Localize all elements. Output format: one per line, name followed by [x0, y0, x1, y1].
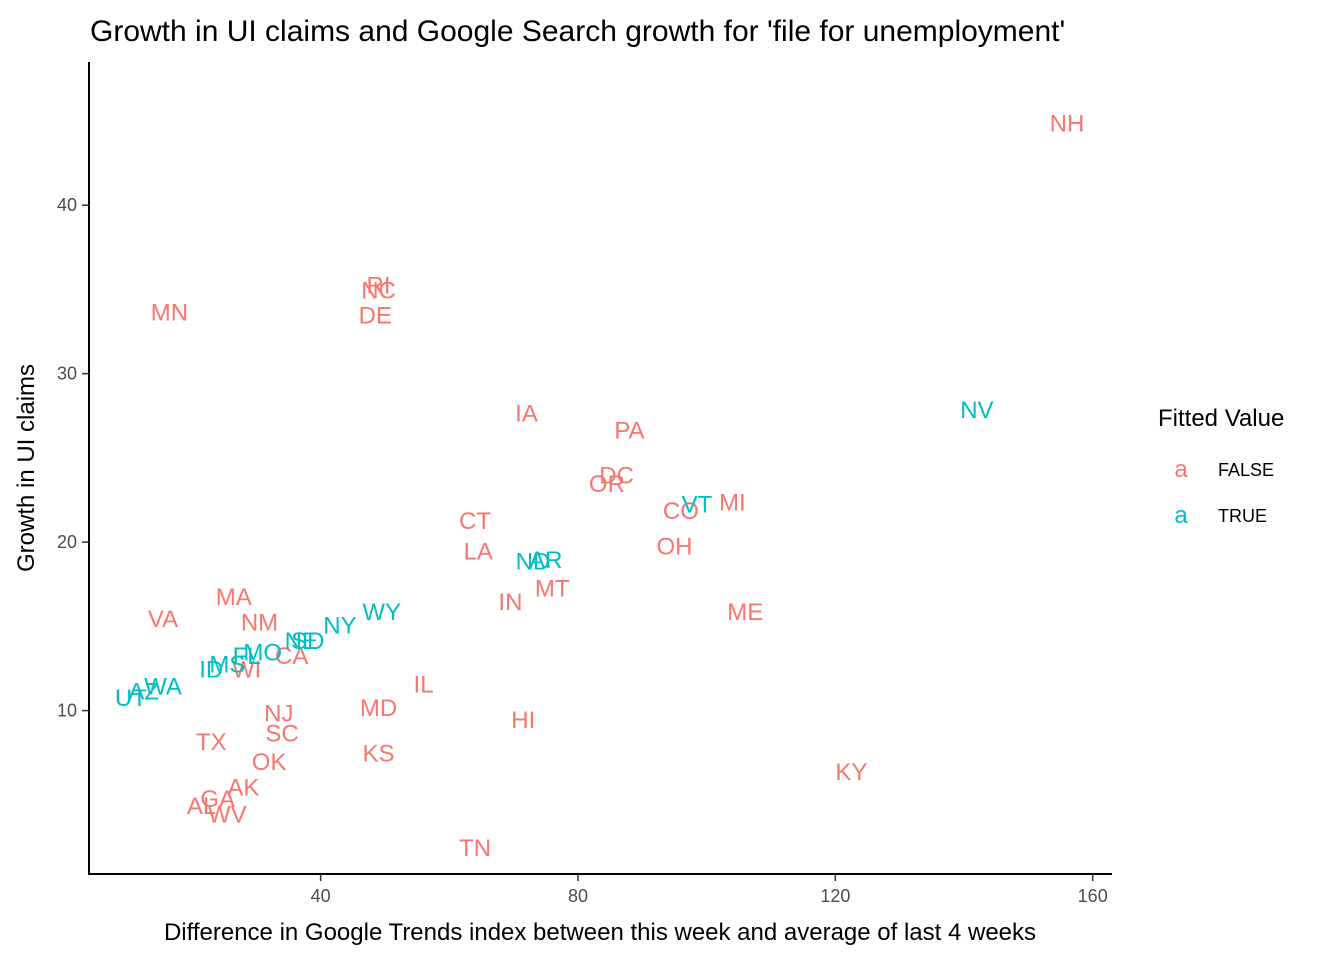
point-label-ca: CA — [275, 643, 308, 670]
point-label-ky: KY — [835, 759, 867, 786]
point-label-la: LA — [464, 539, 493, 566]
x-tick-label: 40 — [311, 886, 331, 906]
point-label-ma: MA — [216, 584, 252, 611]
y-tick-label: 40 — [57, 195, 77, 215]
point-label-md: MD — [360, 695, 397, 722]
point-label-al: AL — [187, 793, 216, 820]
point-label-mt: MT — [535, 576, 570, 603]
point-label-fl: FL — [233, 643, 261, 670]
legend-key-false: a — [1174, 456, 1188, 483]
point-label-ri: RI — [367, 272, 391, 299]
point-label-ak: AK — [227, 774, 259, 801]
point-label-tn: TN — [459, 835, 491, 862]
x-tick-label: 120 — [820, 886, 850, 906]
point-label-wa: WA — [144, 673, 182, 700]
x-axis-ticks: 40 80 120 160 — [311, 874, 1108, 906]
point-label-ok: OK — [252, 749, 287, 776]
point-label-nh: NH — [1050, 111, 1085, 138]
point-label-wy: WY — [362, 599, 401, 626]
point-label-co: CO — [663, 498, 699, 525]
legend-title: Fitted Value — [1158, 405, 1284, 432]
point-label-az: AZ — [128, 678, 159, 705]
y-tick-label: 10 — [57, 701, 77, 721]
point-label-va: VA — [148, 606, 178, 633]
point-label-id: ID — [199, 656, 223, 683]
y-axis-title: Growth in UI claims — [13, 364, 40, 572]
point-label-mi: MI — [719, 490, 746, 517]
point-label-me: ME — [727, 599, 763, 626]
point-label-pa: PA — [614, 417, 644, 444]
point-label-nm: NM — [241, 609, 278, 636]
point-label-wi: WI — [232, 656, 261, 683]
point-label-or: OR — [589, 471, 625, 498]
point-label-nd: ND — [516, 549, 551, 576]
legend-label-true: TRUE — [1218, 506, 1267, 526]
legend-key-true: a — [1174, 502, 1188, 529]
point-label-vt: VT — [682, 491, 713, 518]
point-label-nc: NC — [361, 277, 396, 304]
point-label-de: DE — [359, 303, 392, 330]
point-label-nj: NJ — [264, 700, 293, 727]
point-label-il: IL — [414, 672, 434, 699]
point-label-ks: KS — [363, 741, 395, 768]
point-label-ny: NY — [323, 613, 356, 640]
x-axis-title: Difference in Google Trends index betwee… — [164, 919, 1036, 946]
point-label-nv: NV — [960, 397, 993, 424]
point-label-ct: CT — [459, 508, 491, 535]
point-label-sd: SD — [291, 628, 324, 655]
chart-title: Growth in UI claims and Google Search gr… — [90, 15, 1065, 48]
y-axis-ticks: 10 20 30 40 — [57, 195, 89, 721]
point-label-wv: WV — [208, 801, 247, 828]
point-label-in: IN — [498, 589, 522, 616]
legend: Fitted Value a FALSE a TRUE — [1158, 405, 1284, 529]
point-label-ia: IA — [515, 400, 538, 427]
point-label-hi: HI — [511, 707, 535, 734]
point-label-ut: UT — [115, 685, 147, 712]
y-tick-label: 30 — [57, 364, 77, 384]
point-label-ar: AR — [529, 547, 562, 574]
point-label-mo: MO — [243, 640, 282, 667]
point-label-ga: GA — [200, 786, 235, 813]
point-label-sc: SC — [265, 720, 298, 747]
point-label-ne: NE — [285, 628, 318, 655]
y-tick-label: 20 — [57, 532, 77, 552]
point-label-tx: TX — [196, 729, 227, 756]
x-tick-label: 80 — [568, 886, 588, 906]
point-label-oh: OH — [656, 533, 692, 560]
x-tick-label: 160 — [1078, 886, 1108, 906]
legend-label-false: FALSE — [1218, 460, 1274, 480]
point-label-dc: DC — [599, 463, 634, 490]
point-label-ms: MS — [209, 651, 245, 678]
point-label-mn: MN — [151, 299, 188, 326]
